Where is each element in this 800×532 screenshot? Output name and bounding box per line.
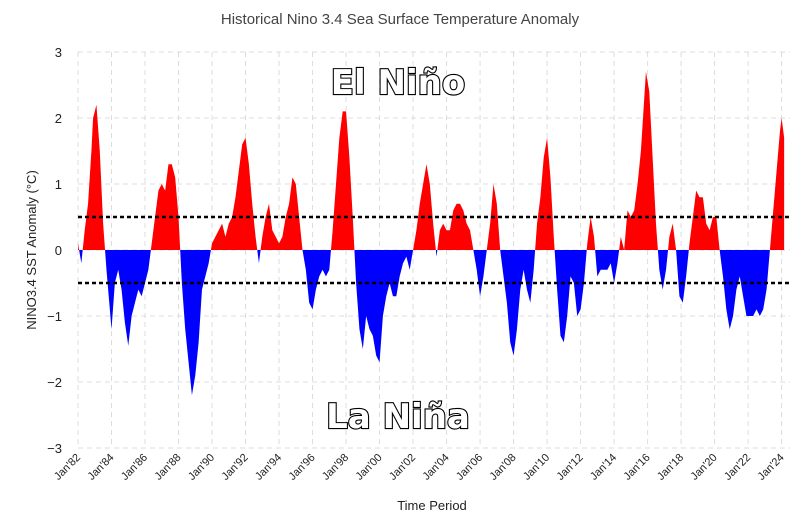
x-tick-label: Jan'98	[320, 452, 351, 483]
la-nina-label: La Niña	[326, 397, 470, 437]
x-tick-label: Jan'84	[85, 452, 116, 483]
el-nino-positive-area	[78, 71, 785, 250]
x-tick-label: Jan'06	[454, 452, 485, 483]
la-nina-negative-area	[78, 250, 785, 396]
x-axis-label: Time Period	[397, 498, 467, 513]
x-tick-label: Jan'90	[186, 452, 217, 483]
x-tick-label: Jan'96	[286, 452, 317, 483]
x-tick-label: Jan'12	[555, 452, 586, 483]
y-tick-label: 1	[55, 177, 62, 192]
x-tick-label: Jan'00	[354, 452, 385, 483]
x-tick-label: Jan'04	[421, 452, 452, 483]
y-axis-label: NINO3.4 SST Anomaly (°C)	[24, 170, 39, 330]
el-nino-label: El Niño	[331, 63, 465, 103]
x-tick-label: Jan'18	[655, 452, 686, 483]
y-tick-label: 0	[55, 243, 62, 258]
x-tick-label: Jan'02	[387, 452, 418, 483]
x-tick-label: Jan'22	[722, 452, 753, 483]
y-tick-label: 3	[55, 45, 62, 60]
anomaly-area	[78, 71, 785, 396]
x-tick-label: Jan'24	[756, 452, 787, 483]
y-tick-label: −3	[47, 441, 62, 456]
x-axis-ticks: Jan'82 Jan'84 Jan'86 Jan'88 Jan'90 Jan'92 Jan'…	[52, 452, 787, 483]
x-tick-label: Jan'92	[219, 452, 250, 483]
x-tick-label: Jan'94	[253, 452, 284, 483]
x-tick-label: Jan'14	[588, 452, 619, 483]
x-tick-label: Jan'86	[119, 452, 150, 483]
chart-title: Historical Nino 3.4 Sea Surface Temperat…	[221, 11, 580, 28]
x-tick-label: Jan'10	[521, 452, 552, 483]
x-tick-label: Jan'08	[488, 452, 519, 483]
y-axis-ticks: 3 2 1 0 −1 −2 −3	[47, 45, 62, 456]
x-tick-label: Jan'20	[689, 452, 720, 483]
x-tick-label: Jan'82	[52, 452, 83, 483]
y-tick-label: −1	[47, 309, 62, 324]
y-tick-label: −2	[47, 375, 62, 390]
y-tick-label: 2	[55, 111, 62, 126]
x-tick-label: Jan'16	[622, 452, 653, 483]
x-tick-label: Jan'88	[152, 452, 183, 483]
